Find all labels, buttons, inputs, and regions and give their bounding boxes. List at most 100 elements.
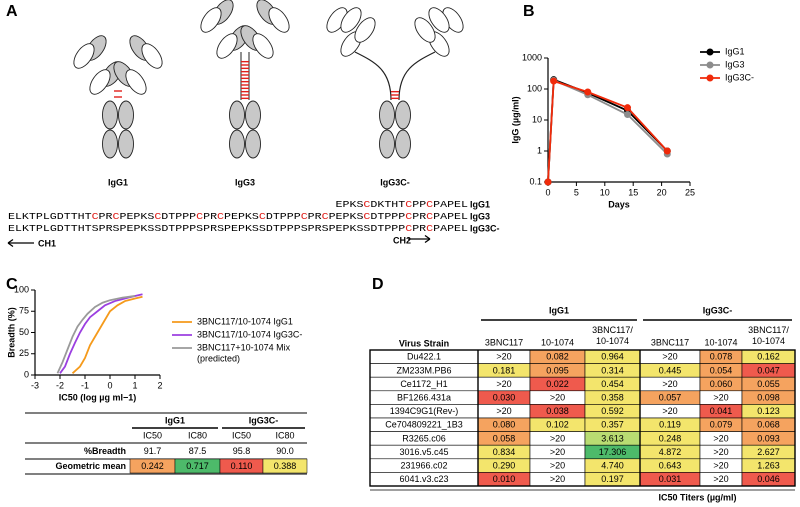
cell-value: >20 <box>662 352 677 362</box>
strain-label: Ce1172_H1 <box>400 379 447 389</box>
residue-run: PAPEL <box>433 212 468 222</box>
cell-value: 0.290 <box>493 460 516 470</box>
cell-value: 2.627 <box>757 447 780 457</box>
point <box>544 178 552 186</box>
cell-value: >20 <box>713 474 728 484</box>
series-line <box>547 79 668 183</box>
cell-value: 0.314 <box>601 365 624 375</box>
strain-label: R3265.c06 <box>402 433 446 443</box>
cell-value: 17.306 <box>599 447 627 457</box>
residue-run: C <box>322 212 330 222</box>
residue-run: C <box>363 212 371 222</box>
y-tick-label: 10 <box>532 114 542 124</box>
y-tick-label: 25 <box>19 348 29 358</box>
cell-value: 0.098 <box>757 392 780 402</box>
x-tick-label: 10 <box>600 187 610 197</box>
antibody-label: IgG1 <box>108 177 128 187</box>
cell-value: >20 <box>550 474 565 484</box>
group-header: IgG3C- <box>249 415 279 425</box>
hinge <box>398 51 436 101</box>
legend-label: 3BNC117+10-1074 Mix <box>197 342 291 352</box>
cell-value: 0.197 <box>601 474 624 484</box>
strain-label: Ce704809221_1B3 <box>385 420 463 430</box>
cell-value: 0.055 <box>757 379 780 389</box>
cell-value: >20 <box>550 460 565 470</box>
point <box>550 77 558 85</box>
legend-note: (predicted) <box>197 353 240 363</box>
row-label: %Breadth <box>84 446 126 456</box>
cell-value: 0.964 <box>601 352 624 362</box>
x-tick-label: 20 <box>657 187 667 197</box>
row-header: Virus Strain <box>399 338 449 348</box>
cell-value: 0.082 <box>546 352 569 362</box>
cell <box>263 444 307 458</box>
domain <box>216 33 238 59</box>
sequence: ELKTPLGDTTHTSPRSPEPKSSDTPPPSPRSPEPKSSDTP… <box>8 224 468 234</box>
panel-label: D <box>372 276 384 293</box>
column-header: 10-1074 <box>541 337 574 347</box>
residue-run: C <box>92 212 100 222</box>
y-tick-label: 50 <box>19 327 29 337</box>
cell-value: 0.078 <box>710 352 733 362</box>
domain <box>379 100 395 130</box>
residue-run: C <box>405 224 413 234</box>
legend-marker <box>706 61 714 69</box>
residue-run: C <box>426 212 434 222</box>
cell-value: >20 <box>713 392 728 402</box>
panel-label: A <box>6 3 18 20</box>
cell-value: 4.740 <box>601 460 624 470</box>
domain-label: CH1 <box>38 238 56 248</box>
x-tick-label: 1 <box>132 380 137 390</box>
residue-run: C <box>113 212 121 222</box>
cell-value: >20 <box>713 447 728 457</box>
point <box>584 88 592 96</box>
x-tick-label: 0 <box>107 380 112 390</box>
header-line: 3BNC117/ <box>748 325 789 335</box>
domain <box>89 69 111 95</box>
group-header: IgG1 <box>549 305 569 315</box>
point <box>663 147 671 155</box>
sequence-label: IgG3C- <box>470 223 500 233</box>
domain <box>73 43 95 69</box>
cell-value: 0.119 <box>659 420 681 430</box>
header-line: 10-1074 <box>752 336 785 346</box>
domain <box>118 100 134 130</box>
cell-value: 0.022 <box>546 379 569 389</box>
domain <box>414 17 436 43</box>
residue-run: C <box>301 212 309 222</box>
sequence-label: IgG1 <box>470 199 490 209</box>
cell-value: 0.248 <box>659 433 682 443</box>
sequence-label: IgG3 <box>470 211 490 221</box>
x-tick-label: -3 <box>31 380 39 390</box>
domain <box>229 100 245 130</box>
x-tick-label: 25 <box>685 187 695 197</box>
arrow-head <box>7 238 14 248</box>
domain <box>102 100 118 130</box>
residue-run: DTPPP <box>161 212 196 222</box>
antibody-label: IgG3C- <box>380 177 410 187</box>
x-tick-label: 15 <box>628 187 638 197</box>
domain <box>395 129 411 159</box>
cell-value: >20 <box>713 433 728 443</box>
cell-value: >20 <box>662 406 677 416</box>
legend-label: 3BNC117/10-1074 IgG1 <box>197 316 293 326</box>
column-header: IC80 <box>275 430 294 440</box>
legend-label: 3BNC117/10-1074 IgG3C- <box>197 329 302 339</box>
residue-run: DTPPP <box>266 212 301 222</box>
residue-run: PAPEL <box>433 200 468 210</box>
table-frame <box>369 349 796 487</box>
panel-label: C <box>6 276 18 293</box>
domain-label: CH2 <box>393 235 411 245</box>
cell-value: 0.093 <box>757 433 780 443</box>
cell-value: 0.031 <box>659 474 682 484</box>
cell-value: >20 <box>496 406 511 416</box>
residue-run: DTPPP <box>370 212 405 222</box>
arrow-head <box>424 234 431 244</box>
cell-value: 0.717 <box>186 461 209 471</box>
cell-value: 0.038 <box>546 406 569 416</box>
domain <box>379 129 395 159</box>
residue-run: C <box>405 200 413 210</box>
domain <box>340 7 362 33</box>
y-tick-label: 75 <box>19 306 29 316</box>
